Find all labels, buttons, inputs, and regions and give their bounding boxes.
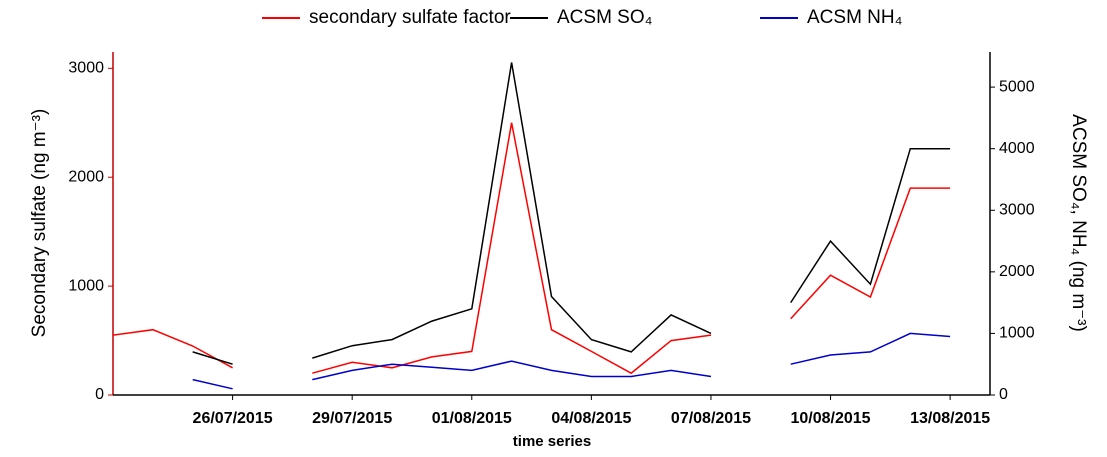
line-series <box>192 332 951 390</box>
x-tick-label: 13/08/2015 <box>910 410 990 427</box>
x-tick-label: 07/08/2015 <box>671 410 751 427</box>
legend-label: ACSM SO₄ <box>557 7 653 28</box>
x-tick-label: 01/08/2015 <box>432 410 512 427</box>
legend-label: ACSM NH₄ <box>807 7 903 28</box>
x-tick-label: 29/07/2015 <box>312 410 392 427</box>
x-axis-label: time series <box>513 433 591 450</box>
y2-tick-label: 3000 <box>999 201 1035 218</box>
y-axis-label: Secondary sulfate (ng m⁻³) <box>29 109 50 338</box>
line-series <box>112 122 951 375</box>
y2-tick-label: 2000 <box>999 263 1035 280</box>
y-tick-label: 2000 <box>68 168 104 185</box>
y2-tick-label: 0 <box>999 386 1008 403</box>
y2-tick-label: 1000 <box>999 325 1035 342</box>
y-tick-label: 3000 <box>68 60 104 77</box>
y2-tick-label: 4000 <box>999 140 1035 157</box>
x-tick-label: 26/07/2015 <box>193 410 273 427</box>
y-tick-label: 1000 <box>68 277 104 294</box>
y-tick-label: 0 <box>95 386 104 403</box>
line-series <box>192 62 951 365</box>
legend-label: secondary sulfate factor <box>309 7 511 28</box>
x-tick-label: 04/08/2015 <box>551 410 631 427</box>
x-tick-label: 10/08/2015 <box>791 410 871 427</box>
y2-axis-label: ACSM SO₄, NH₄ (ng m⁻³) <box>1068 114 1089 332</box>
y2-tick-label: 5000 <box>999 78 1035 95</box>
